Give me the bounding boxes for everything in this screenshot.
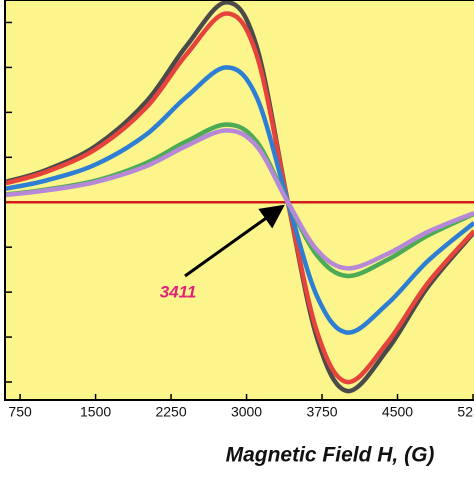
x-tick-label: 2250 bbox=[155, 404, 186, 420]
x-tick-label: 3750 bbox=[306, 404, 337, 420]
x-tick-label: 750 bbox=[8, 404, 32, 420]
series-line bbox=[4, 11, 474, 385]
x-tick-label: 5250 bbox=[457, 404, 474, 420]
x-tick-label: 4500 bbox=[382, 404, 413, 420]
series-line bbox=[4, 65, 474, 335]
x-tick-label: 3000 bbox=[231, 404, 262, 420]
x-axis-label: Magnetic Field H, (G) bbox=[226, 444, 435, 467]
series-line bbox=[4, 128, 474, 271]
annotation-text: 3411 bbox=[160, 282, 197, 301]
x-tick-label: 1500 bbox=[80, 404, 111, 420]
annotation-arrow bbox=[184, 204, 285, 278]
plot-background bbox=[5, 0, 474, 400]
plot-frame bbox=[4, 0, 474, 401]
